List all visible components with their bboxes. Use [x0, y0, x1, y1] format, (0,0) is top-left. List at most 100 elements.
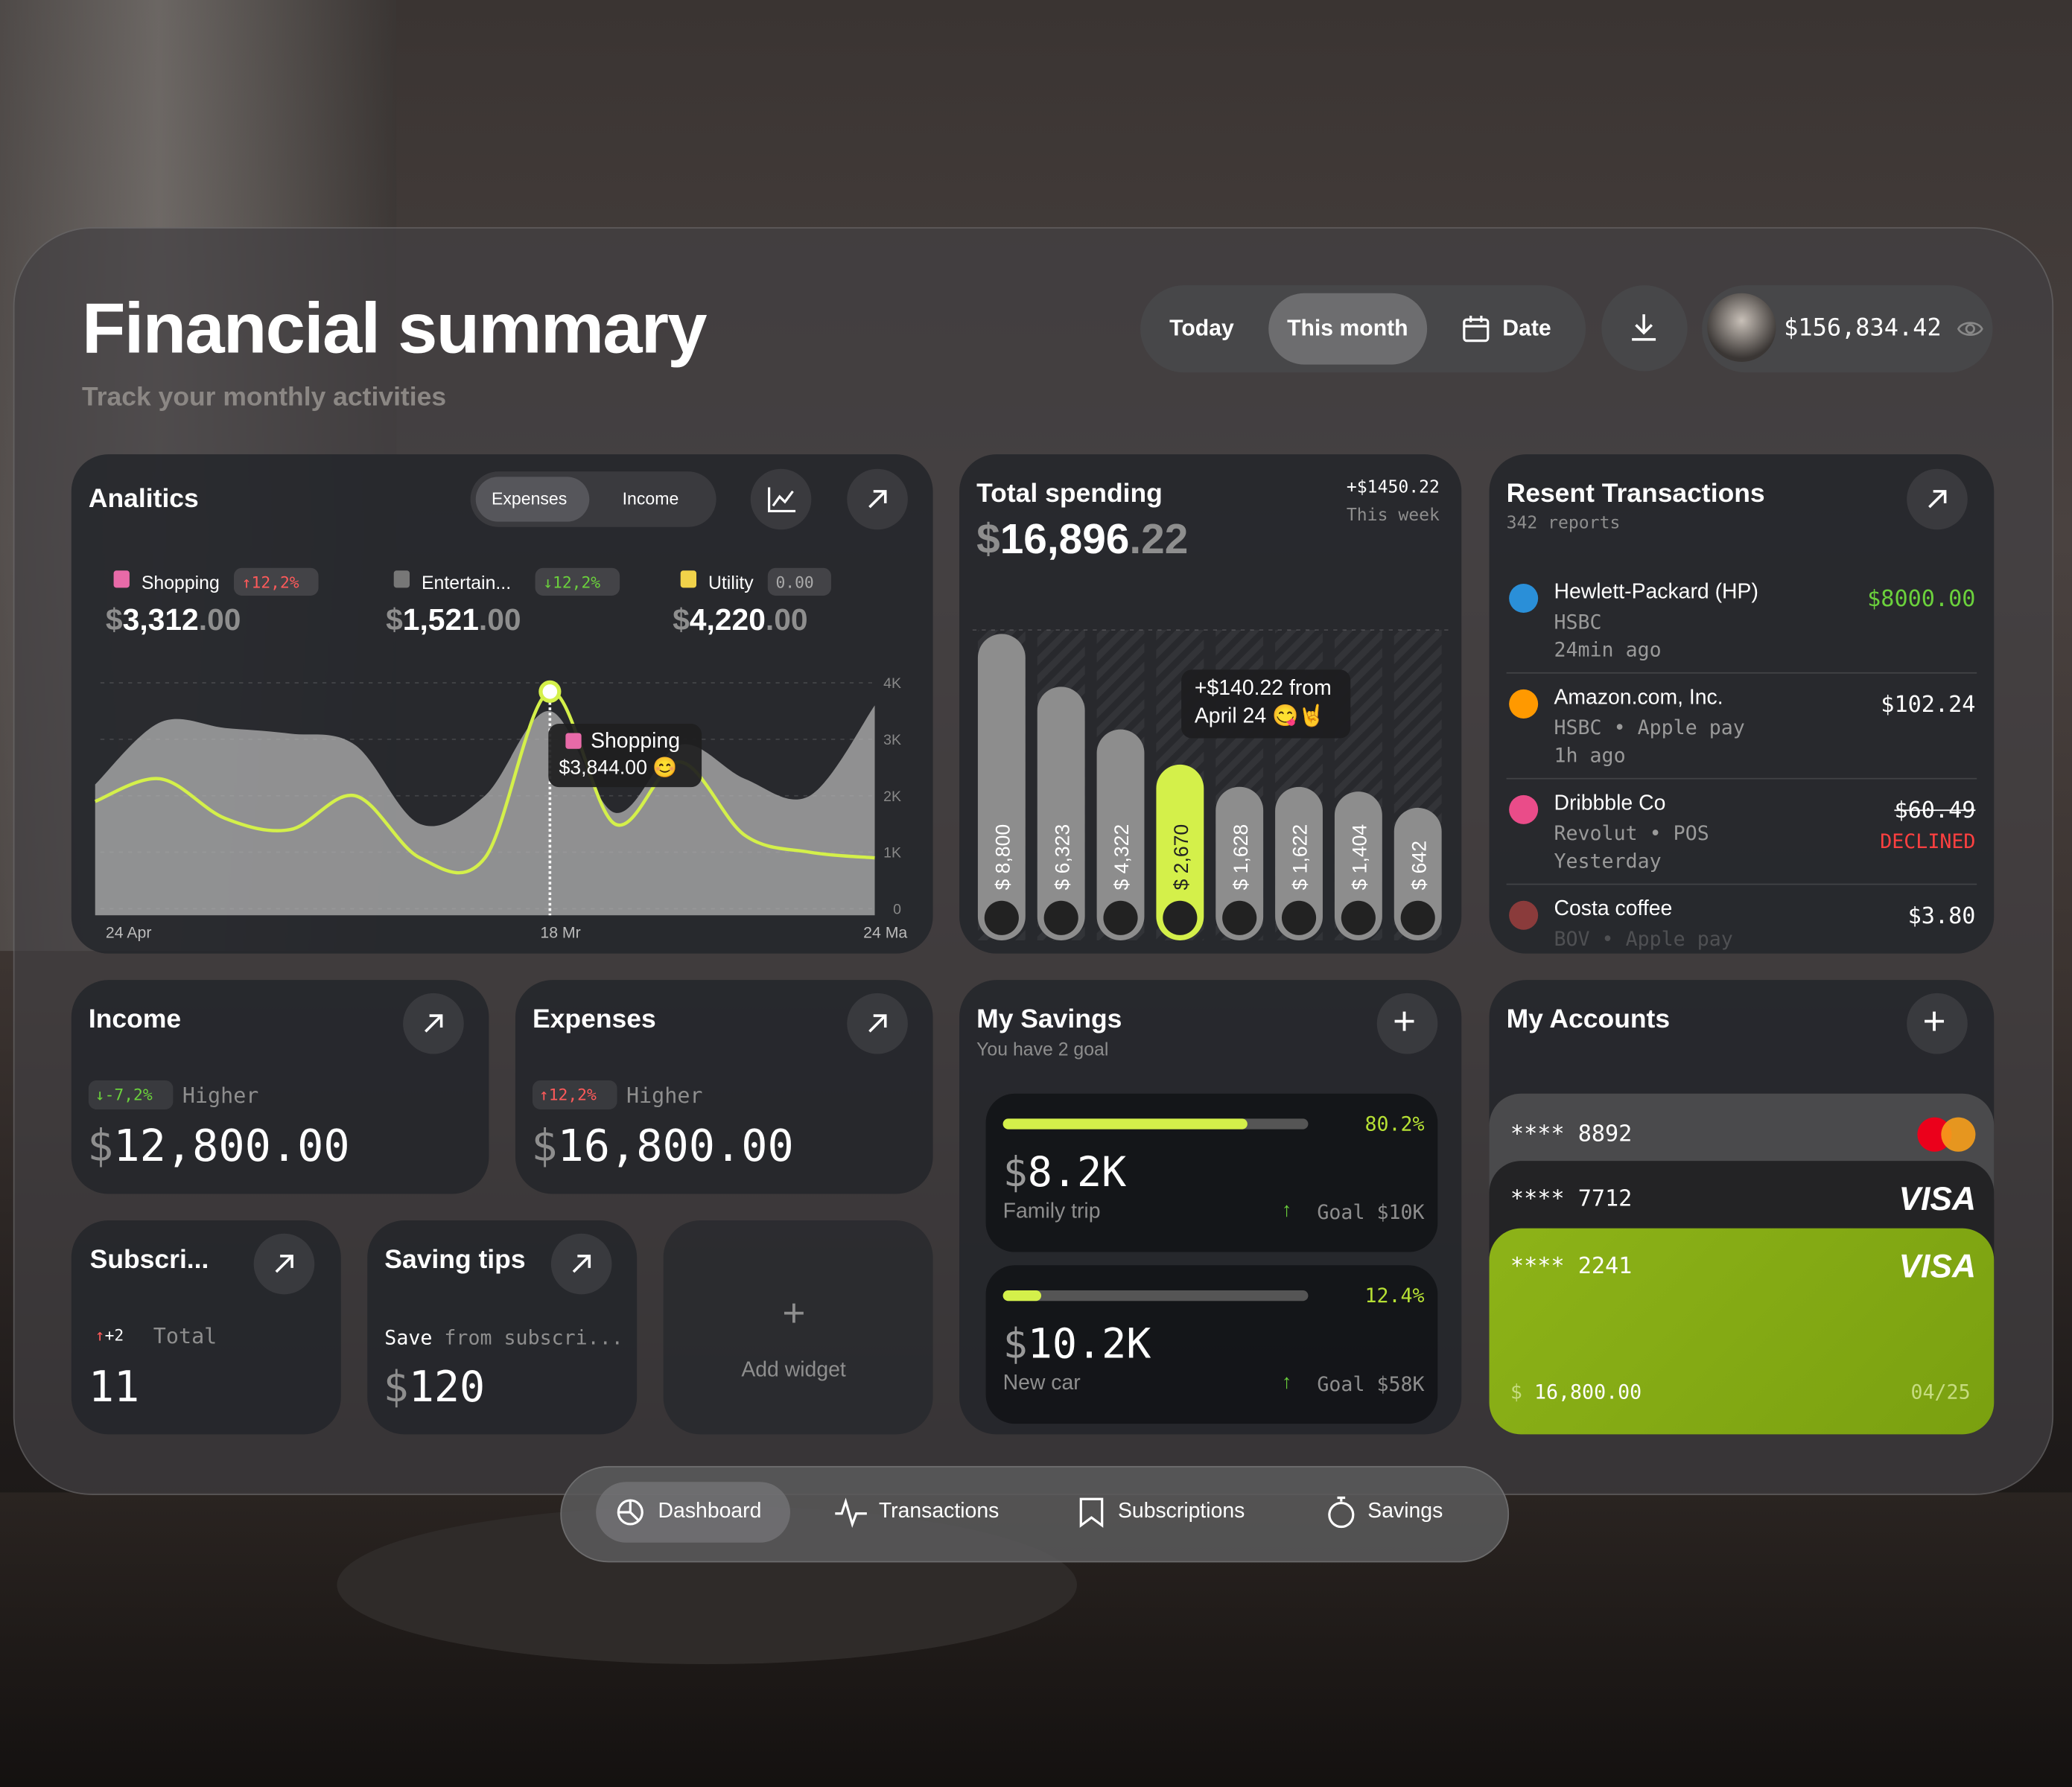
merchant-logo — [1509, 689, 1539, 719]
tab-income[interactable]: Income — [622, 488, 679, 509]
balance: $156,834.42 — [1784, 314, 1942, 343]
filter-this-month[interactable]: This month — [1287, 315, 1408, 341]
filter-active[interactable] — [1268, 293, 1428, 365]
bar-label: $ 6,323 — [1051, 824, 1073, 891]
merchant-logo — [1509, 794, 1539, 824]
amount: 16,896 — [1000, 515, 1130, 563]
card-brand: VISA — [1898, 1248, 1977, 1285]
bar — [1334, 791, 1382, 940]
chart-icon — [767, 487, 796, 513]
transaction-time: 1h ago — [1554, 743, 1626, 768]
stat-icon — [113, 570, 130, 588]
bar — [1037, 687, 1085, 940]
stat-amount: $1,521.00 — [386, 602, 521, 638]
tab-active[interactable] — [475, 477, 590, 522]
tab-expenses[interactable]: Expenses — [492, 488, 568, 509]
text-part: 12,2% — [251, 573, 299, 592]
filter-date[interactable]: Date — [1502, 315, 1551, 341]
x-tick-label: 24 Ma — [863, 923, 907, 941]
text: Save — [384, 1325, 433, 1350]
bar — [977, 634, 1026, 940]
nav-subscriptions[interactable]: Subscriptions — [1117, 1500, 1245, 1523]
change: -7,2% — [104, 1086, 153, 1104]
shape — [1965, 324, 1975, 334]
goal-target: Goal $10K — [1317, 1200, 1425, 1225]
plus-icon: + — [1922, 999, 1946, 1044]
stat-change: ↓12,2% — [543, 573, 601, 592]
amount: 120 — [408, 1361, 486, 1412]
merchant-source: HSBC — [1554, 610, 1602, 634]
shape — [1957, 322, 1983, 336]
income-amount: $12,800.00 — [87, 1120, 350, 1171]
nav-transactions[interactable]: Transactions — [878, 1500, 1000, 1523]
spending-amount: $16,896.22 — [976, 515, 1188, 564]
amount: 12,800.00 — [113, 1120, 350, 1172]
expenses-amount: $16,800.00 — [531, 1120, 794, 1171]
shape — [1632, 314, 1656, 341]
bar-icon — [984, 900, 1019, 935]
stat-change: ↑12,2% — [241, 573, 299, 592]
spending-period: This week — [1346, 506, 1440, 526]
nav-savings[interactable]: Savings — [1367, 1500, 1443, 1523]
eye-icon[interactable] — [1957, 317, 1983, 341]
analytics-chart: 4K 3K 2K 1K 0 24 Apr 18 Mr 24 Ma — [94, 675, 907, 941]
spending-change: +$1450.22 — [1346, 478, 1440, 498]
add-saving[interactable] — [1376, 993, 1438, 1054]
transaction-amount: $3.80 — [1907, 903, 1976, 930]
goal-arrow: ↑ — [1281, 1371, 1292, 1394]
change-badge — [88, 1080, 174, 1109]
stat-change: 0.00 — [775, 573, 813, 592]
add-account[interactable] — [1907, 993, 1968, 1054]
transaction-amount: $60.49 — [1894, 797, 1976, 824]
text-part: .00 — [198, 602, 241, 637]
text-part: $ — [1002, 1320, 1028, 1369]
bar-icon — [1043, 900, 1078, 935]
progress-track — [1002, 1290, 1309, 1302]
add-widget-card[interactable] — [663, 1220, 933, 1435]
saving-tips-title: Saving tips — [384, 1245, 526, 1275]
stat-amount: $4,220.00 — [673, 602, 808, 638]
mastercard-orange — [1941, 1117, 1976, 1152]
currency: $ — [383, 1361, 409, 1412]
income-change: ↓-7,2% — [95, 1086, 153, 1104]
x-tick-label: 24 Apr — [106, 923, 151, 941]
shape — [767, 487, 796, 513]
text-part: 12,2% — [553, 573, 601, 592]
filter-today[interactable]: Today — [1169, 315, 1234, 341]
nav-dashboard[interactable]: Dashboard — [658, 1500, 762, 1523]
tooltip-amount: $3,844.00 😊 — [559, 756, 678, 780]
download-icon — [1632, 314, 1656, 341]
arrow-icon — [572, 1255, 591, 1273]
tooltip-bag — [565, 733, 582, 749]
y-tick-label: 3K — [883, 732, 901, 748]
calendar-icon — [1463, 315, 1490, 343]
shape — [618, 1500, 640, 1521]
arrow-icon — [1928, 490, 1947, 509]
stat-name: Entertain... — [421, 572, 512, 593]
merchant-source: HSBC • Apple pay — [1554, 716, 1745, 740]
bar-icon — [1341, 900, 1376, 935]
text-part: 0.00 — [775, 573, 814, 592]
text-part: 3,312 — [122, 602, 199, 637]
subscriptions-change: ↑+2 — [95, 1326, 124, 1345]
goal-percent: 12.4% — [1364, 1284, 1425, 1308]
card-3[interactable] — [1489, 1228, 1995, 1435]
dashboard-icon — [617, 1499, 643, 1526]
expenses-title: Expenses — [533, 1004, 656, 1034]
progress-fill — [1002, 1290, 1041, 1302]
page-subtitle: Track your monthly activities — [82, 383, 447, 412]
change: 12,2% — [548, 1086, 597, 1104]
merchant-logo — [1509, 900, 1539, 930]
divider — [1506, 672, 1977, 674]
text-part: $ — [386, 602, 403, 637]
goal-name: New car — [1002, 1372, 1081, 1395]
goal-amount: $8.2K — [1003, 1149, 1127, 1197]
subscriptions-title: Subscri... — [89, 1245, 209, 1275]
merchant-logo — [1509, 584, 1539, 614]
bar — [1096, 729, 1145, 940]
text-part: 1,521 — [402, 602, 479, 637]
spending-tooltip-2: April 24 😋🤘 — [1194, 705, 1325, 728]
avatar[interactable] — [1707, 293, 1776, 363]
